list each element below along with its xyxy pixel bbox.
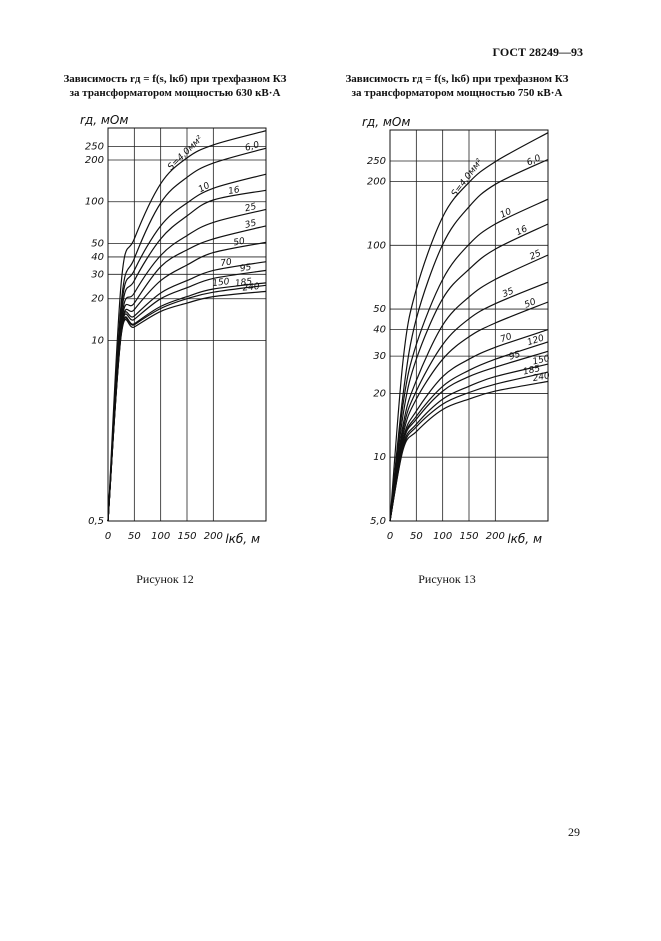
curve bbox=[389, 350, 549, 522]
y-axis-label: rд, мОм bbox=[80, 113, 128, 127]
x-tick-label: 0 bbox=[387, 531, 393, 542]
figure-caption: Рисунок 12 bbox=[136, 572, 194, 586]
y-tick-label: 30 bbox=[373, 351, 386, 362]
curve-label: 240 bbox=[532, 371, 551, 384]
curve-label: 150 bbox=[532, 354, 551, 368]
curve bbox=[389, 198, 549, 522]
curve bbox=[389, 301, 549, 522]
curve-label: 16 bbox=[515, 224, 530, 238]
page-number: 29 bbox=[568, 825, 580, 839]
y-axis-label: rд, мОм bbox=[362, 115, 410, 129]
y-tick-label: 100 bbox=[85, 197, 104, 208]
chart-subtitle: за трансформатором мощностью 750 кВ·А bbox=[352, 87, 563, 99]
curve-label: 150 bbox=[212, 277, 230, 289]
x-tick-label: 0 bbox=[105, 531, 111, 542]
curve-label: 6,0 bbox=[244, 140, 261, 154]
curve bbox=[389, 380, 549, 522]
y-tick-label: 5,0 bbox=[370, 516, 386, 527]
chart-subtitle: за трансформатором мощностью 630 кВ·А bbox=[70, 87, 281, 99]
curve-label: 16 bbox=[228, 185, 241, 197]
y-tick-label: 20 bbox=[373, 388, 386, 399]
curve-label: 10 bbox=[499, 207, 514, 221]
chart: Зависимость rд = f(s, lкб) при трехфазно… bbox=[64, 73, 287, 586]
y-tick-label: 40 bbox=[373, 325, 386, 336]
curve bbox=[389, 254, 549, 522]
curve-label: 185 bbox=[522, 364, 541, 378]
y-tick-label: 250 bbox=[85, 142, 104, 153]
y-tick-label: 200 bbox=[85, 155, 104, 166]
curve-label: 50 bbox=[523, 297, 538, 311]
y-tick-label: 40 bbox=[91, 252, 104, 263]
x-tick-label: 100 bbox=[433, 531, 452, 542]
y-tick-label: 250 bbox=[367, 156, 386, 167]
curve-label: 95 bbox=[508, 350, 522, 363]
y-tick-label: 10 bbox=[91, 335, 104, 346]
y-tick-label: 50 bbox=[373, 304, 386, 315]
x-tick-label: 200 bbox=[486, 531, 505, 542]
curve-label: 35 bbox=[244, 218, 258, 231]
curve bbox=[389, 132, 549, 522]
figure-caption: Рисунок 13 bbox=[418, 572, 476, 586]
x-tick-label: 50 bbox=[128, 531, 141, 542]
plot-frame bbox=[107, 127, 267, 522]
curve bbox=[107, 130, 267, 522]
plot-frame bbox=[389, 129, 549, 522]
x-tick-label: 100 bbox=[151, 531, 170, 542]
curve-label: 70 bbox=[220, 257, 233, 269]
header: ГОСТ 28249—93 bbox=[493, 45, 584, 59]
y-tick-label: 0,5 bbox=[88, 516, 104, 527]
y-tick-label: 10 bbox=[373, 452, 386, 463]
curve-label: 35 bbox=[501, 286, 516, 300]
curve bbox=[107, 290, 267, 522]
y-tick-label: 30 bbox=[91, 269, 104, 280]
x-axis-label: lкб, м bbox=[507, 532, 542, 546]
curve bbox=[389, 281, 549, 522]
x-tick-label: 150 bbox=[459, 531, 478, 542]
chart-title: Зависимость rд = f(s, lкб) при трехфазно… bbox=[64, 73, 287, 85]
x-tick-label: 200 bbox=[204, 531, 223, 542]
y-tick-label: 50 bbox=[91, 239, 104, 250]
x-tick-label: 50 bbox=[410, 531, 423, 542]
y-tick-label: 20 bbox=[91, 294, 104, 305]
curve-label: 25 bbox=[528, 248, 543, 262]
curve-label: 50 bbox=[233, 236, 246, 248]
chart-title: Зависимость rд = f(s, lкб) при трехфазно… bbox=[346, 73, 569, 85]
curve-label: 25 bbox=[244, 202, 258, 215]
curve-label: 95 bbox=[239, 263, 252, 275]
curve-label: 10 bbox=[197, 181, 212, 195]
curve bbox=[389, 223, 549, 522]
curve bbox=[389, 158, 549, 522]
curve-label: 70 bbox=[499, 332, 513, 345]
y-tick-label: 200 bbox=[367, 177, 386, 188]
curve-label: 240 bbox=[242, 282, 260, 294]
x-tick-label: 150 bbox=[177, 531, 196, 542]
curve-label: 185 bbox=[234, 277, 253, 289]
chart: Зависимость rд = f(s, lкб) при трехфазно… bbox=[346, 73, 569, 586]
x-axis-label: lкб, м bbox=[225, 532, 260, 546]
y-tick-label: 100 bbox=[367, 240, 386, 251]
curve bbox=[389, 363, 549, 522]
